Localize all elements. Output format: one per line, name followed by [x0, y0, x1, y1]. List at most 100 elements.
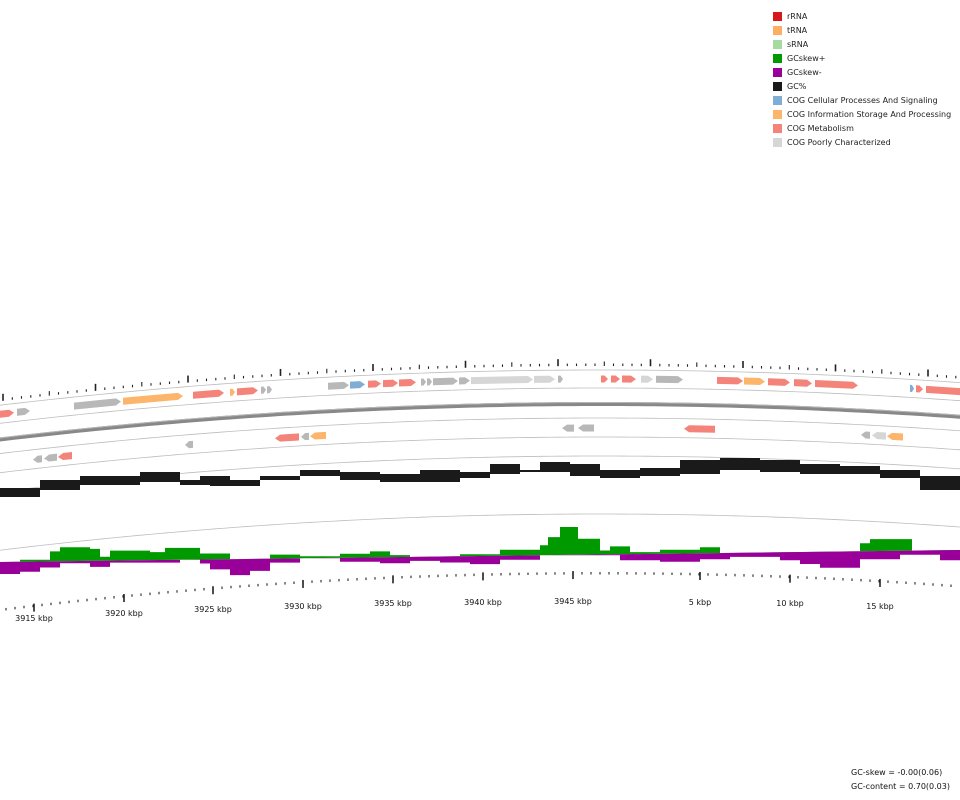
legend-label: COG Information Storage And Processing — [787, 109, 952, 119]
reverse-gene — [275, 433, 299, 442]
forward-gene — [611, 375, 620, 383]
forward-gene — [230, 388, 235, 396]
legend-label: tRNA — [787, 25, 808, 35]
forward-gene — [237, 387, 258, 396]
forward-gene — [916, 385, 923, 393]
gc-skew-negative — [0, 550, 960, 576]
kbp-label: 3940 kbp — [464, 598, 502, 607]
forward-gene — [815, 380, 858, 389]
kbp-label: 3930 kbp — [284, 602, 322, 611]
forward-gene — [368, 380, 381, 388]
forward-gene — [17, 407, 30, 416]
legend-item-cog-information: COG Information Storage And Processing — [773, 107, 951, 121]
forward-gene — [421, 378, 426, 386]
cog-cellular-swatch — [773, 95, 782, 105]
legend-label: GCskew- — [787, 67, 822, 77]
gc-skew-positive — [0, 527, 960, 562]
reverse-gene — [44, 453, 57, 462]
forward-gene — [471, 376, 533, 385]
forward-gene — [0, 409, 14, 418]
outer-tick-ring — [2, 359, 957, 401]
legend-item-rrna: rRNA — [773, 9, 951, 23]
legend: rRNA tRNA sRNA GCskew+ GCskew- GC% COG C… — [773, 9, 951, 149]
legend-item-trna: tRNA — [773, 23, 951, 37]
legend-item-gcskew-plus: GCskew+ — [773, 51, 951, 65]
forward-gene — [123, 392, 183, 405]
gc-content-swatch — [773, 81, 782, 91]
reverse-gene — [58, 452, 72, 461]
kbp-label: 3920 kbp — [105, 609, 143, 618]
reverse-gene — [887, 432, 903, 441]
kbp-label: 3935 kbp — [374, 599, 412, 608]
legend-label: rRNA — [787, 11, 808, 21]
forward-gene — [641, 375, 653, 383]
legend-label: COG Metabolism — [787, 123, 854, 133]
kbp-label: 3945 kbp — [554, 597, 592, 606]
legend-label: sRNA — [787, 39, 809, 49]
kbp-label: 3925 kbp — [194, 605, 232, 614]
forward-gene — [558, 375, 563, 383]
reverse-gene — [301, 432, 309, 441]
forward-gene — [768, 378, 790, 386]
legend-label: GC% — [787, 81, 807, 91]
gc-skew-stat: GC-skew = -0.00(0.06) — [851, 768, 943, 777]
gc-content-stat: GC-content = 0.70(0.03) — [851, 782, 950, 791]
legend-label: GCskew+ — [787, 53, 826, 63]
track-boundary-line — [0, 436, 960, 474]
forward-gene — [926, 385, 960, 396]
kbp-label: 5 kbp — [689, 598, 711, 607]
reverse-gene — [872, 432, 886, 440]
gcskew-minus-swatch — [773, 67, 782, 77]
reverse-gene — [562, 424, 574, 432]
srna-swatch — [773, 39, 782, 49]
forward-gene — [193, 389, 224, 399]
reverse-gene — [185, 440, 193, 449]
reverse-gene — [861, 431, 870, 439]
forward-strand-genes — [0, 375, 960, 418]
gc-content-band — [0, 458, 960, 497]
forward-gene — [459, 377, 470, 385]
forward-gene — [328, 381, 349, 390]
legend-item-srna: sRNA — [773, 37, 951, 51]
cog-poorly-swatch — [773, 137, 782, 147]
forward-gene — [261, 386, 266, 394]
forward-gene — [794, 379, 812, 387]
forward-gene — [433, 377, 458, 386]
inner-tick-ring — [5, 571, 952, 612]
track-boundary-line — [0, 417, 960, 454]
forward-gene — [656, 375, 683, 384]
reverse-gene — [310, 431, 326, 440]
forward-gene — [427, 378, 432, 386]
forward-gene — [534, 375, 555, 383]
forward-gene — [399, 378, 416, 387]
kbp-label: 15 kbp — [866, 602, 894, 611]
track-boundary-line — [0, 387, 960, 424]
statistics: GC-skew = -0.00(0.06) GC-content = 0.70(… — [851, 766, 950, 794]
kbp-label: 10 kbp — [776, 599, 804, 608]
legend-label: COG Cellular Processes And Signaling — [787, 95, 938, 105]
cog-information-swatch — [773, 109, 782, 119]
forward-gene — [622, 375, 636, 383]
kbp-labels: 3915 kbp 3920 kbp 3925 kbp 3930 kbp 3935… — [15, 597, 894, 623]
forward-gene — [74, 398, 121, 410]
reverse-gene — [578, 424, 594, 432]
genome-backbone — [0, 402, 960, 442]
gc-skew-track — [0, 527, 960, 576]
backbone-highlight — [0, 402, 960, 439]
trna-swatch — [773, 25, 782, 35]
forward-gene — [267, 386, 272, 394]
reverse-gene — [33, 455, 42, 463]
legend-label: COG Poorly Characterized — [787, 137, 891, 147]
track-boundary-line — [0, 369, 960, 406]
forward-gene — [383, 379, 398, 388]
forward-gene — [717, 376, 743, 385]
forward-gene — [350, 381, 365, 389]
legend-item-cog-poorly: COG Poorly Characterized — [773, 135, 951, 149]
legend-item-cog-metabolism: COG Metabolism — [773, 121, 951, 135]
legend-item-gcskew-minus: GCskew- — [773, 65, 951, 79]
track-boundary-line — [0, 513, 960, 551]
reverse-gene — [684, 425, 715, 433]
backbone-line — [0, 402, 960, 442]
gcskew-plus-swatch — [773, 53, 782, 63]
